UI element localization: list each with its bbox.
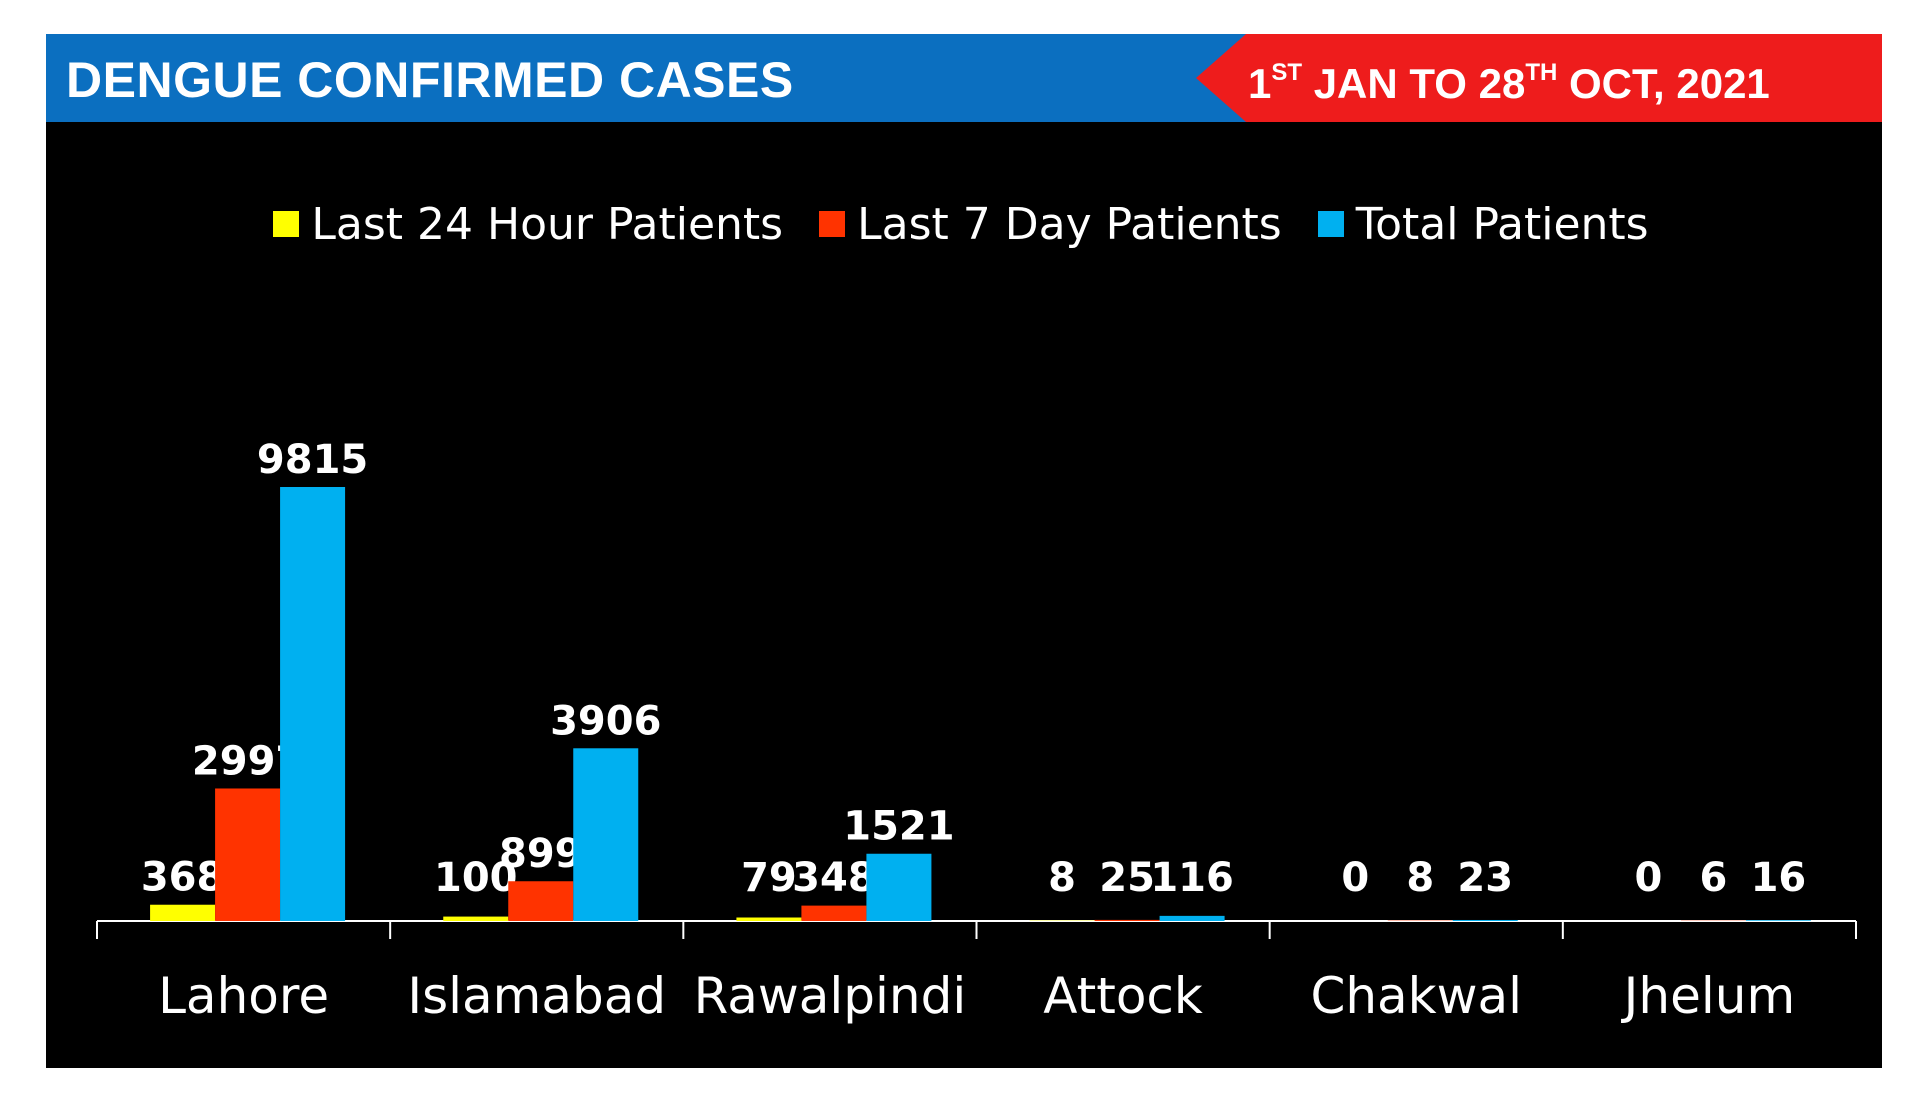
date-part: OCT, 2021 (1557, 60, 1770, 107)
legend-item-last-7-day: Last 7 Day Patients (819, 199, 1282, 250)
bar-lahore-2 (280, 487, 346, 921)
bar-islamabad-1 (508, 881, 574, 921)
bar-attock-1 (1094, 919, 1160, 921)
date-range: 1ST JAN TO 28TH OCT, 2021 (1248, 56, 1770, 112)
category-label: Attock (1043, 967, 1203, 1025)
legend-item-last-24-hour: Last 24 Hour Patients (273, 199, 783, 250)
legend-swatch (819, 211, 846, 237)
bar-rawalpindi-2 (866, 853, 932, 921)
legend-swatch (1317, 211, 1344, 237)
legend-label: Last 7 Day Patients (857, 198, 1282, 250)
bar-rawalpindi-1 (801, 905, 867, 921)
bar-jhelum-2 (1745, 920, 1811, 921)
data-label: 3906 (550, 698, 661, 744)
legend-label: Last 24 Hour Patients (311, 198, 784, 250)
data-label: 79 (741, 855, 797, 901)
data-label: 8 (1406, 855, 1434, 901)
category-label: Lahore (158, 967, 329, 1025)
data-label: 6 (1699, 855, 1727, 901)
bar-lahore-1 (215, 788, 281, 921)
data-label: 16 (1751, 855, 1807, 901)
data-label: 348 (792, 855, 876, 901)
data-label: 0 (1341, 855, 1369, 901)
date-ordinal: ST (1271, 59, 1303, 86)
bar-chakwal-2 (1452, 919, 1518, 921)
legend-label: Total Patients (1355, 198, 1649, 250)
data-label: 25 (1099, 855, 1155, 901)
bar-lahore-0 (150, 904, 216, 921)
data-label: 116 (1150, 855, 1234, 901)
data-label: 899 (499, 831, 583, 877)
date-part: 1 (1248, 60, 1272, 107)
bar-attock-2 (1159, 915, 1225, 921)
data-label: 9815 (257, 437, 368, 483)
category-label: Jhelum (1621, 967, 1795, 1025)
category-label: Rawalpindi (694, 967, 967, 1025)
bar-islamabad-0 (443, 916, 509, 921)
legend-item-total: Total Patients (1317, 198, 1649, 250)
page-title: DENGUE CONFIRMED CASES (66, 52, 794, 108)
data-label: 1521 (843, 804, 954, 850)
date-ordinal: TH (1525, 59, 1558, 86)
bar-rawalpindi-0 (736, 917, 802, 921)
legend: Last 24 Hour Patients Last 7 Day Patient… (0, 198, 1922, 250)
chart-background (46, 34, 1882, 1068)
legend-swatch (273, 211, 300, 237)
date-part: JAN TO 28 (1302, 60, 1526, 107)
date-ribbon (1196, 34, 1882, 122)
category-label: Chakwal (1310, 967, 1522, 1025)
category-label: Islamabad (407, 967, 666, 1025)
data-label: 368 (141, 855, 225, 901)
bar-islamabad-2 (573, 748, 639, 921)
data-label: 8 (1048, 855, 1076, 901)
data-label: 0 (1634, 855, 1662, 901)
data-label: 23 (1457, 855, 1513, 901)
data-label: 100 (434, 855, 518, 901)
